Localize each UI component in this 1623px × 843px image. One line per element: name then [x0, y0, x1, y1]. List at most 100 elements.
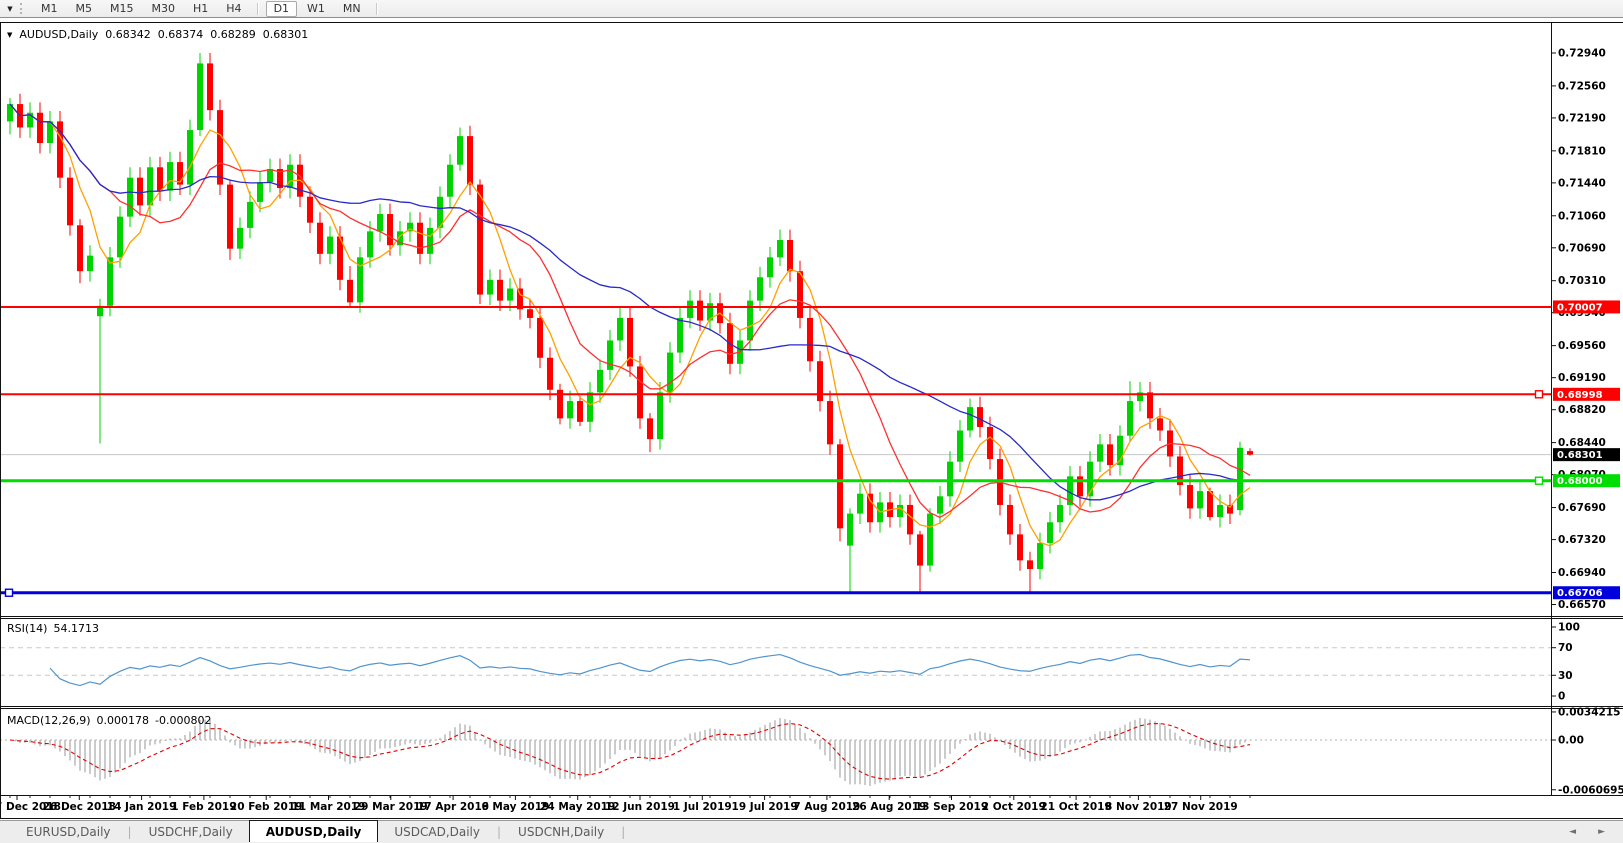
chart-list-dropdown-icon[interactable]: ▼ — [7, 4, 13, 13]
timeframe-h1[interactable]: H1 — [193, 1, 209, 15]
tab-separator: | — [127, 825, 132, 839]
tabs-next-icon[interactable]: ► — [1598, 827, 1605, 837]
price-axis[interactable]: 0.72940 0.72560 0.72190 0.71810 0.71440 0.710… — [1551, 22, 1623, 797]
svg-text:27 Nov 2019: 27 Nov 2019 — [1164, 801, 1238, 813]
svg-text:0.68440: 0.68440 — [1558, 437, 1606, 449]
level-lines-layer[interactable] — [0, 305, 1552, 597]
svg-text:0.66940: 0.66940 — [1558, 567, 1606, 579]
svg-text:0.72190: 0.72190 — [1558, 112, 1606, 124]
quote-open: 0.68342 — [105, 28, 151, 41]
macd-value: 0.000178 — [96, 714, 150, 727]
tab-eurusd-daily[interactable]: EURUSD,Daily — [26, 825, 111, 839]
svg-text:29 Mar 2019: 29 Mar 2019 — [354, 801, 428, 813]
svg-text:0.69190: 0.69190 — [1558, 372, 1606, 384]
quote-close: 0.68301 — [262, 28, 309, 41]
svg-text:0.00: 0.00 — [1558, 735, 1584, 747]
timeframe-m5[interactable]: M5 — [75, 1, 93, 15]
svg-text:17 Apr 2019: 17 Apr 2019 — [417, 801, 489, 813]
quote-high: 0.68374 — [157, 28, 204, 41]
rsi-indicator-label: RSI(14) 54.1713 — [7, 622, 99, 635]
svg-text:0.68998: 0.68998 — [1557, 390, 1603, 401]
tab-nav: ◄ ► — [1569, 821, 1623, 843]
tab-usdcnh-daily[interactable]: USDCNH,Daily — [518, 825, 605, 839]
svg-text:0.71060: 0.71060 — [1558, 210, 1606, 222]
svg-text:26 Dec 2018: 26 Dec 2018 — [43, 801, 116, 813]
timeframe-d1[interactable]: D1 — [265, 0, 298, 17]
svg-text:0.68301: 0.68301 — [1557, 450, 1603, 461]
price-tags: 0.70007 0.68998 0.68000 0.66706 0.68301 — [1553, 300, 1620, 600]
macd-name: MACD(12,26,9) — [7, 714, 91, 727]
toolbar-separator — [256, 2, 259, 15]
tab-usdcad-daily[interactable]: USDCAD,Daily — [394, 825, 480, 839]
svg-text:0.67320: 0.67320 — [1558, 534, 1606, 546]
macd-pane-layer — [0, 717, 1552, 786]
svg-text:1 Feb 2019: 1 Feb 2019 — [171, 801, 236, 813]
window-frame — [0, 22, 1623, 819]
svg-text:11 Mar 2019: 11 Mar 2019 — [292, 801, 366, 813]
tab-usdchf-daily[interactable]: USDCHF,Daily — [148, 825, 233, 839]
quote-low: 0.68289 — [210, 28, 256, 41]
candles-layer — [7, 53, 1253, 593]
svg-text:12 Jun 2019: 12 Jun 2019 — [605, 801, 675, 813]
toolbar-grip[interactable] — [20, 3, 26, 14]
rsi-value: 54.1713 — [53, 622, 99, 635]
svg-text:0: 0 — [1558, 691, 1565, 703]
collapse-icon[interactable]: ▼ — [7, 30, 13, 39]
svg-text:0.70007: 0.70007 — [1557, 302, 1603, 313]
svg-text:70: 70 — [1558, 642, 1573, 654]
svg-text:19 Jul 2019: 19 Jul 2019 — [732, 801, 798, 813]
pane-separators — [0, 616, 1623, 819]
svg-text:24 May 2019: 24 May 2019 — [540, 801, 615, 813]
toolbar-timeframes: M1 M5 M15 M30 H1 H4 D1 W1 MN — [32, 0, 384, 17]
toolbar-separator — [375, 2, 378, 15]
rsi-pane-layer — [0, 647, 1552, 687]
svg-text:1 Jul 2019: 1 Jul 2019 — [673, 801, 732, 813]
svg-text:20 Feb 2019: 20 Feb 2019 — [230, 801, 303, 813]
svg-text:100: 100 — [1558, 622, 1580, 634]
svg-text:6 May 2019: 6 May 2019 — [481, 801, 549, 813]
macd-indicator-label: MACD(12,26,9) 0.000178 -0.000802 — [7, 714, 212, 727]
chart-canvas[interactable]: 0.72940 0.72560 0.72190 0.71810 0.71440 0.710… — [0, 19, 1623, 819]
svg-text:0.71440: 0.71440 — [1558, 177, 1606, 189]
svg-text:13 Sep 2019: 13 Sep 2019 — [915, 801, 988, 813]
symbol-title: AUDUSD,Daily — [19, 28, 99, 41]
svg-text:-0.0060695: -0.0060695 — [1558, 784, 1623, 796]
timeframe-m15[interactable]: M15 — [110, 1, 134, 15]
svg-text:0.72560: 0.72560 — [1558, 80, 1606, 92]
timeframe-m1[interactable]: M1 — [41, 1, 58, 15]
svg-text:0.71810: 0.71810 — [1558, 145, 1606, 157]
svg-text:0.70690: 0.70690 — [1558, 242, 1606, 254]
rsi-name: RSI(14) — [7, 622, 48, 635]
chart-window[interactable]: 0.72940 0.72560 0.72190 0.71810 0.71440 0.710… — [0, 19, 1623, 819]
svg-text:8 Nov 2019: 8 Nov 2019 — [1105, 801, 1172, 813]
moving-averages-layer — [9, 103, 1251, 547]
svg-text:0.70310: 0.70310 — [1558, 275, 1606, 287]
svg-text:30: 30 — [1558, 670, 1573, 682]
timeframe-m30[interactable]: M30 — [151, 1, 176, 15]
tab-audusd-daily[interactable]: AUDUSD,Daily — [248, 820, 379, 842]
timeframe-w1[interactable]: W1 — [307, 1, 325, 15]
svg-text:7 Aug 2019: 7 Aug 2019 — [793, 801, 860, 813]
timeframe-h4[interactable]: H4 — [226, 1, 242, 15]
macd-signal-value: -0.000802 — [155, 714, 212, 727]
svg-text:14 Jan 2019: 14 Jan 2019 — [107, 801, 177, 813]
svg-text:0.72940: 0.72940 — [1558, 48, 1606, 60]
svg-text:7 Dec 2018: 7 Dec 2018 — [0, 801, 61, 813]
toolbar: ▼ M1 M5 M15 M30 H1 H4 D1 W1 MN — [0, 0, 1623, 18]
tab-list: EURUSD,Daily | USDCHF,Daily AUDUSD,Daily USD… — [10, 820, 626, 843]
svg-text:21 Oct 2019: 21 Oct 2019 — [1040, 801, 1111, 813]
svg-text:0.68820: 0.68820 — [1558, 404, 1606, 416]
chart-tab-bar: EURUSD,Daily | USDCHF,Daily AUDUSD,Daily USD… — [0, 820, 1623, 843]
tab-separator: | — [621, 825, 626, 839]
svg-text:26 Aug 2019: 26 Aug 2019 — [852, 801, 926, 813]
symbol-header: ▼ AUDUSD,Daily 0.68342 0.68374 0.68289 0… — [7, 28, 308, 41]
timeframe-mn[interactable]: MN — [342, 1, 361, 15]
svg-text:2 Oct 2019: 2 Oct 2019 — [982, 801, 1046, 813]
tab-separator: | — [497, 825, 502, 839]
svg-text:0.69560: 0.69560 — [1558, 340, 1606, 352]
svg-text:0.0034215: 0.0034215 — [1558, 706, 1620, 718]
svg-text:0.67690: 0.67690 — [1558, 502, 1606, 514]
tabs-prev-icon[interactable]: ◄ — [1569, 827, 1577, 837]
svg-text:0.66706: 0.66706 — [1557, 588, 1603, 599]
